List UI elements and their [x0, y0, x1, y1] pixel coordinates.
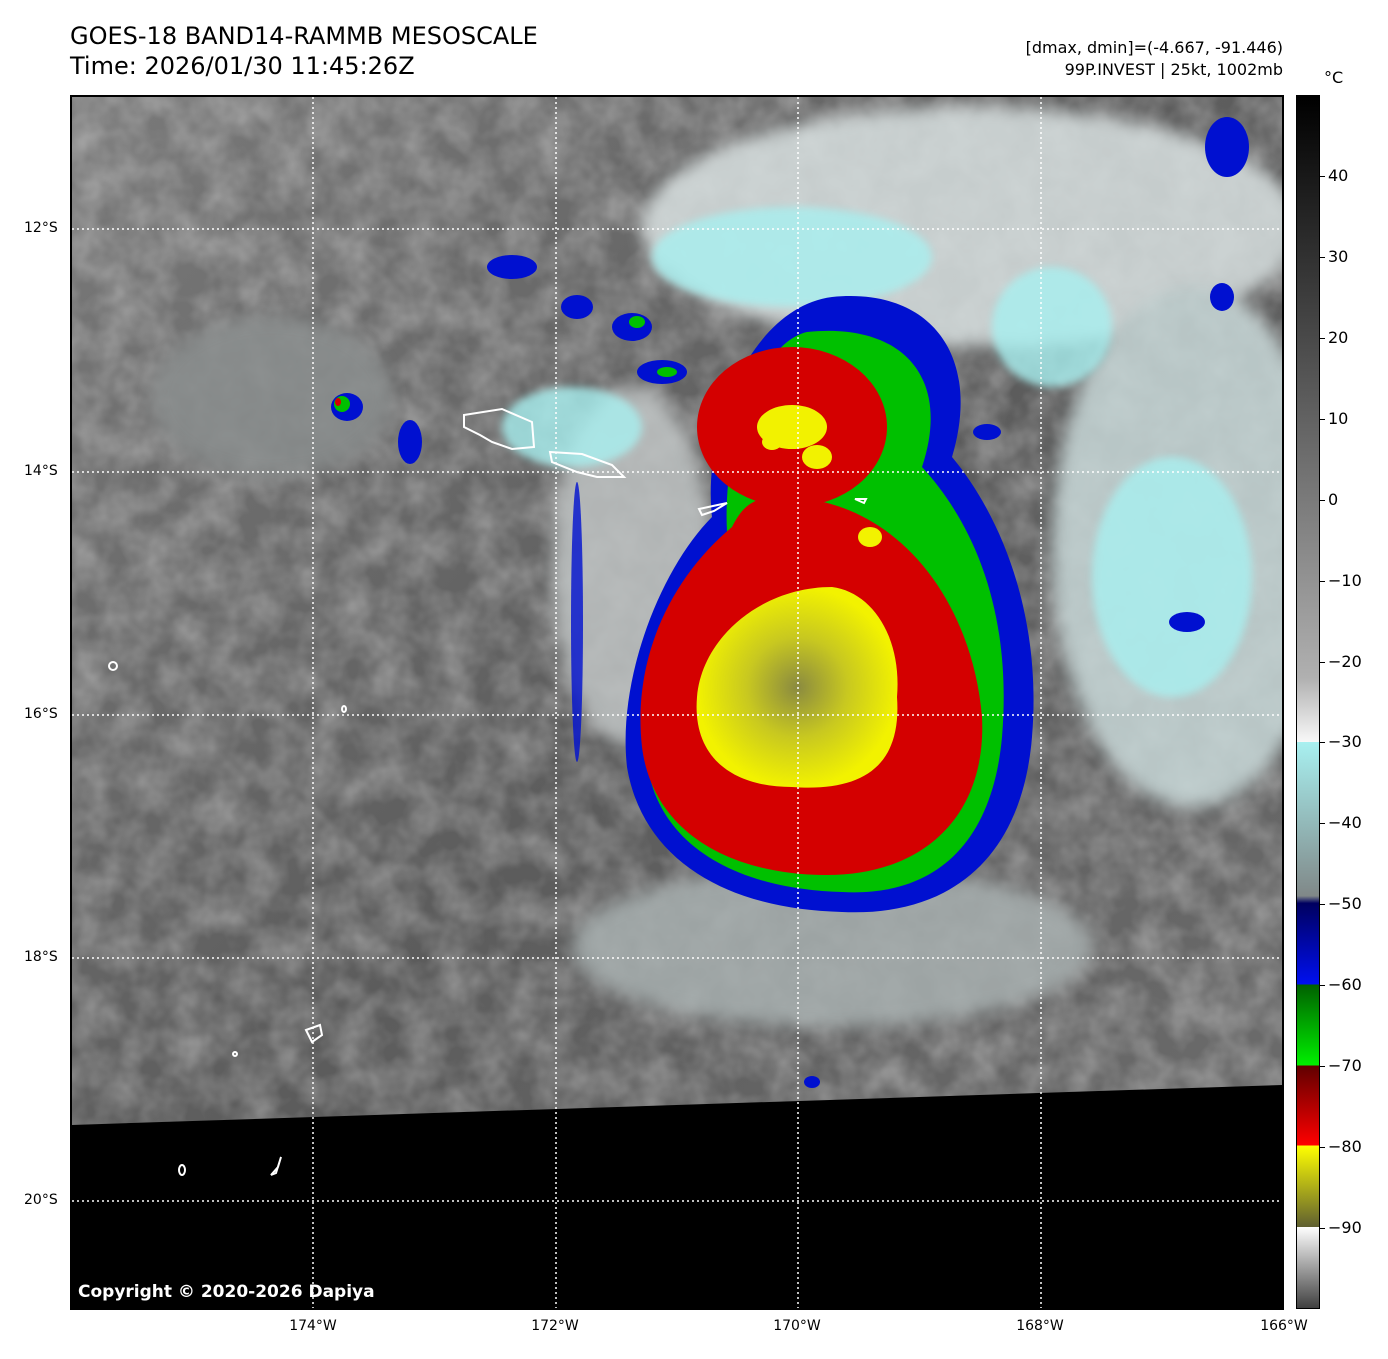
temperature-colorbar — [1296, 95, 1320, 1309]
colorbar-tick-label: −40 — [1328, 813, 1362, 833]
colorbar-tick-label: −90 — [1328, 1218, 1362, 1238]
colorbar-tick — [1320, 175, 1325, 177]
lon-label-174w: 174°W — [289, 1318, 337, 1334]
colorbar-tick — [1320, 256, 1325, 258]
colorbar-tick — [1320, 742, 1325, 744]
colorbar-unit: °C — [1324, 68, 1344, 87]
copyright-notice: Copyright © 2020-2026 Dapiya — [78, 1282, 375, 1302]
colorbar-tick — [1320, 499, 1325, 501]
graticule — [72, 97, 1282, 1308]
colorbar-tick-label: 0 — [1328, 489, 1339, 509]
colorbar-tick — [1320, 985, 1325, 987]
colorbar-tick-label: 20 — [1328, 327, 1349, 347]
colorbar-tick-label: −70 — [1328, 1056, 1362, 1076]
scattered-convection — [331, 117, 1249, 1088]
cyan-cloud-tops — [502, 207, 1252, 697]
colorbar-tick-label: −30 — [1328, 732, 1362, 752]
colorbar-tick-label: −20 — [1328, 651, 1362, 671]
colorbar-tick — [1320, 418, 1325, 420]
lat-label-14s: 14°S — [24, 463, 58, 479]
colorbar-tick — [1320, 823, 1325, 825]
lat-label-16s: 16°S — [24, 706, 58, 722]
yellow-core — [696, 587, 898, 788]
satellite-map: Copyright © 2020-2026 Dapiya — [70, 95, 1284, 1310]
colorbar-tick — [1320, 337, 1325, 339]
manua-island-outline — [854, 498, 868, 505]
colorbar-tick — [1320, 1147, 1325, 1149]
colorbar-tick — [1320, 1228, 1325, 1230]
colorbar-tick-label: 10 — [1328, 408, 1349, 428]
savaii-island-outline — [463, 407, 536, 451]
colorbar-tick-label: −80 — [1328, 1137, 1362, 1157]
temperature-range: [dmax, dmin]=(-4.667, -91.446) — [1025, 38, 1283, 57]
figure-title: GOES-18 BAND14-RAMMB MESOSCALE — [70, 22, 538, 50]
satellite-image — [72, 97, 1282, 1308]
colorbar-tick-label: −50 — [1328, 894, 1362, 914]
bright-cloud-areas — [152, 107, 1282, 1027]
colorbar-tick-label: −10 — [1328, 570, 1362, 590]
lat-label-20s: 20°S — [24, 1192, 58, 1208]
colorbar-tick — [1320, 1066, 1325, 1068]
figure-timestamp: Time: 2026/01/30 11:45:26Z — [70, 52, 415, 80]
lon-label-168w: 168°W — [1016, 1318, 1064, 1334]
lon-label-172w: 172°W — [531, 1318, 579, 1334]
colorbar-tick-label: 30 — [1328, 246, 1349, 266]
convective-system — [625, 296, 1034, 913]
yellow-north-spots — [757, 405, 882, 547]
lon-label-170w: 170°W — [773, 1318, 821, 1334]
colorbar-tick-label: −60 — [1328, 975, 1362, 995]
storm-info: 99P.INVEST | 25kt, 1002mb — [1064, 60, 1283, 79]
lon-label-166w: 166°W — [1260, 1318, 1308, 1334]
no-data-region — [72, 1085, 1282, 1308]
lat-label-18s: 18°S — [24, 949, 58, 965]
tutuila-island-outline — [697, 502, 728, 517]
colorbar-tick-label: 40 — [1328, 165, 1349, 185]
colorbar-tick — [1320, 904, 1325, 906]
colorbar-tick — [1320, 580, 1325, 582]
lat-label-12s: 12°S — [24, 220, 58, 236]
colorbar-tick — [1320, 661, 1325, 663]
